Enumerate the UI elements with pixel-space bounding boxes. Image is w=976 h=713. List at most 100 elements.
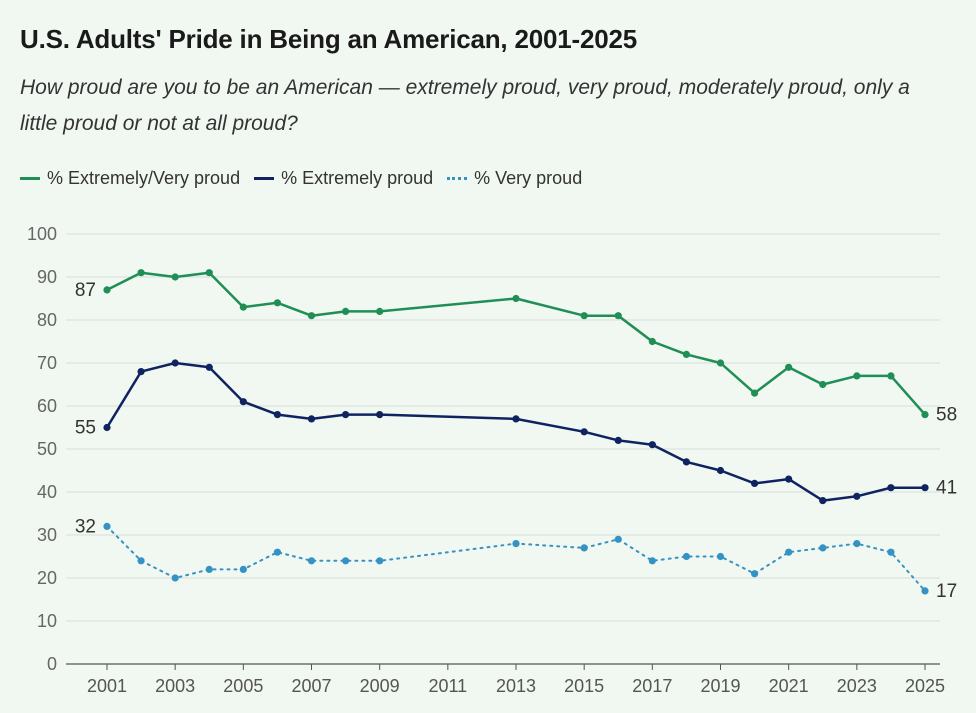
- data-point: [614, 436, 622, 444]
- chart-legend: % Extremely/Very proud % Extremely proud…: [20, 168, 596, 189]
- series-line-1: [105, 361, 927, 502]
- data-point: [921, 587, 929, 595]
- chart-title: U.S. Adults' Pride in Being an American,…: [20, 24, 638, 54]
- start-value-label: 87: [75, 280, 96, 301]
- data-point: [648, 337, 656, 346]
- data-point: [716, 466, 725, 475]
- data-point: [137, 557, 145, 565]
- data-point: [341, 307, 350, 315]
- end-value-label: 17: [936, 581, 957, 602]
- data-point: [648, 557, 656, 565]
- data-point: [887, 484, 895, 492]
- data-point: [205, 269, 213, 277]
- y-tick-label: 20: [37, 568, 57, 588]
- data-point: [273, 299, 282, 307]
- x-tick-label: 2009: [360, 676, 400, 696]
- data-point: [887, 372, 895, 380]
- legend-label: % Extremely/Very proud: [47, 168, 241, 188]
- data-point: [682, 552, 691, 561]
- data-point: [137, 368, 145, 376]
- data-point: [205, 363, 213, 371]
- end-value-label: 41: [936, 478, 957, 499]
- end-value-label: 58: [936, 405, 957, 426]
- x-tick-label: 2003: [155, 676, 195, 696]
- data-point: [239, 303, 247, 311]
- data-point: [785, 363, 793, 371]
- y-tick-label: 90: [37, 267, 57, 287]
- data-point: [614, 535, 622, 543]
- data-point: [376, 307, 384, 315]
- x-tick-label: 2001: [87, 676, 127, 696]
- data-point: [785, 548, 793, 556]
- y-tick-label: 40: [37, 482, 57, 502]
- data-point: [307, 312, 316, 320]
- y-tick-label: 30: [37, 525, 57, 545]
- start-value-label: 32: [75, 516, 96, 537]
- data-point: [921, 484, 929, 492]
- x-tick-label: 2017: [632, 676, 672, 696]
- series-line-0: [105, 271, 927, 416]
- y-tick-label: 10: [37, 611, 57, 631]
- legend-swatch-solid-green: [20, 177, 40, 180]
- y-tick-label: 50: [37, 439, 57, 459]
- legend-item-extremely-very-proud[interactable]: % Extremely/Very proud: [20, 168, 240, 189]
- legend-swatch-solid-navy: [254, 177, 275, 180]
- x-tick-label: 2015: [564, 676, 604, 696]
- start-value-label: 55: [75, 418, 96, 439]
- x-tick-label: 2013: [496, 676, 536, 696]
- data-point: [921, 411, 929, 419]
- legend-item-very-proud[interactable]: % Very proud: [447, 168, 582, 189]
- y-tick-label: 0: [47, 654, 57, 674]
- data-point: [512, 294, 520, 303]
- data-point: [137, 269, 145, 277]
- chart-subtitle: How proud are you to be an American — ex…: [20, 76, 910, 135]
- data-point: [171, 574, 179, 582]
- data-point: [819, 380, 827, 389]
- data-point: [580, 544, 588, 552]
- data-point: [512, 540, 520, 548]
- data-point: [273, 548, 282, 556]
- data-point: [341, 557, 350, 565]
- data-point: [239, 398, 247, 406]
- data-point: [376, 411, 384, 419]
- x-tick-label: 2019: [700, 676, 740, 696]
- x-tick-label: 2023: [837, 676, 877, 696]
- data-point: [853, 372, 861, 380]
- data-point: [171, 359, 179, 367]
- data-point: [512, 415, 520, 423]
- data-point: [648, 441, 656, 449]
- y-tick-label: 70: [37, 353, 57, 373]
- legend-label: % Extremely proud: [281, 168, 434, 188]
- data-point: [853, 540, 861, 548]
- data-point: [580, 428, 588, 436]
- data-point: [307, 415, 316, 423]
- x-tick-label: 2005: [223, 676, 263, 696]
- data-point: [682, 458, 691, 466]
- y-tick-label: 80: [37, 310, 57, 330]
- data-point: [103, 286, 111, 294]
- data-point: [273, 411, 282, 419]
- series-line-2: [106, 525, 926, 592]
- data-point: [750, 570, 759, 578]
- data-point: [205, 565, 213, 574]
- data-point: [853, 492, 861, 500]
- data-point: [239, 565, 247, 574]
- data-point: [682, 350, 691, 358]
- x-tick-label: 2025: [905, 676, 945, 696]
- data-point: [376, 557, 384, 565]
- data-point: [716, 552, 725, 561]
- data-point: [750, 389, 759, 397]
- y-tick-label: 60: [37, 396, 57, 416]
- legend-item-extremely-proud[interactable]: % Extremely proud: [254, 168, 433, 189]
- data-point: [819, 544, 827, 552]
- data-point: [819, 497, 827, 505]
- data-point: [580, 312, 588, 320]
- data-point: [887, 548, 895, 556]
- data-point: [614, 312, 622, 320]
- x-tick-label: 2011: [428, 676, 467, 696]
- data-point: [171, 273, 179, 281]
- data-point: [103, 423, 111, 432]
- data-point: [103, 522, 111, 531]
- x-tick-label: 2021: [769, 676, 809, 696]
- data-point: [716, 359, 725, 367]
